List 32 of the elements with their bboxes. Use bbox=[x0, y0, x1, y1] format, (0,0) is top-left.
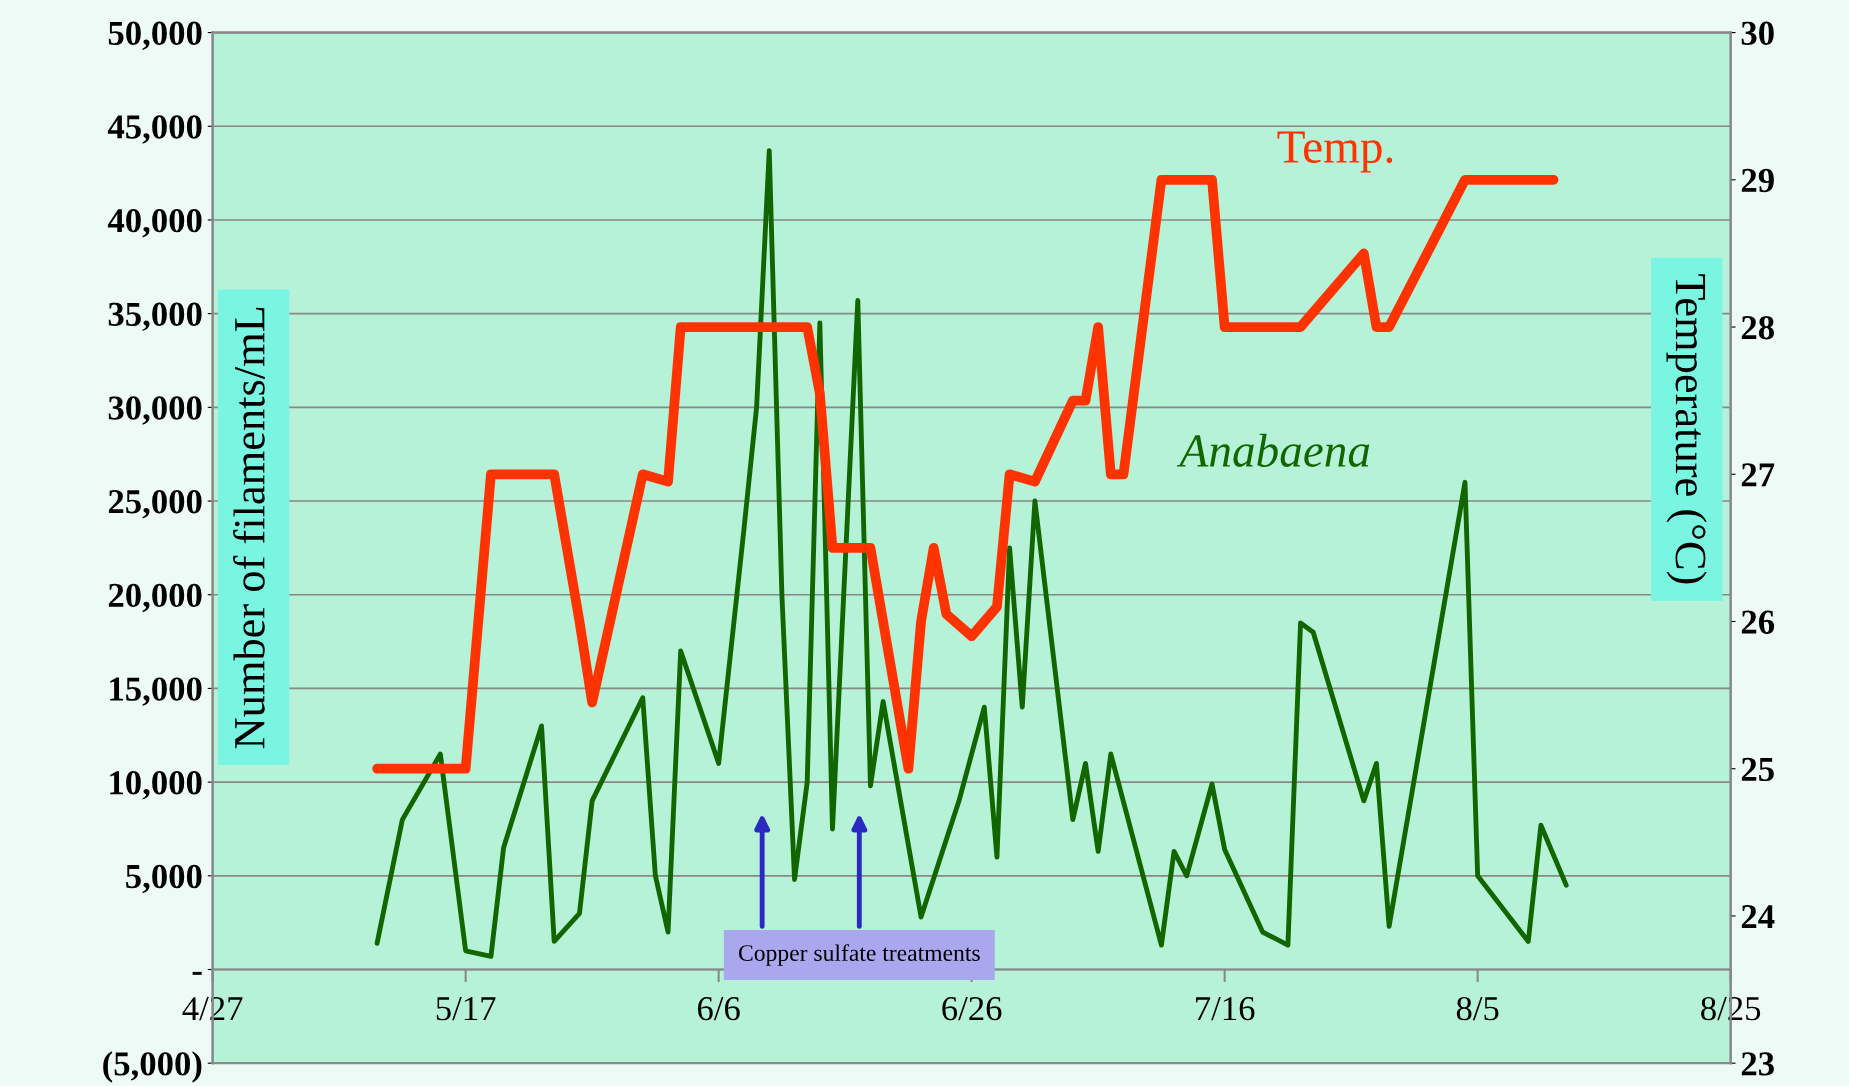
y-axis-title: Number of filaments/mL bbox=[233, 307, 265, 749]
y2-tick-label: 30 bbox=[1741, 21, 1774, 45]
text: Anabaena bbox=[1176, 433, 1370, 467]
x-tick-label: 8/5 bbox=[1456, 996, 1499, 1021]
x-tick-label: 4/27 bbox=[182, 996, 243, 1021]
x-tick-label: 6/26 bbox=[942, 996, 1002, 1021]
y-tick-label: 35,000 bbox=[108, 302, 202, 332]
x-tick-label: 8/25 bbox=[1701, 996, 1761, 1021]
y2-tick-label: 27 bbox=[1741, 463, 1775, 487]
y-tick-label: 30,000 bbox=[108, 396, 202, 425]
y2-tick-label: 28 bbox=[1741, 316, 1774, 340]
y-tick-label: 10,000 bbox=[110, 771, 202, 800]
y-tick-label: 20,000 bbox=[108, 583, 202, 613]
y-tick-label: 15,000 bbox=[110, 677, 202, 706]
y-tick-label: 50,000 bbox=[108, 21, 202, 50]
y-tick-label: - bbox=[192, 971, 202, 975]
y2-tick-label: 23 bbox=[1741, 1052, 1774, 1076]
y-tick-label: 5,000 bbox=[126, 864, 202, 894]
y2-tick-label: 25 bbox=[1741, 757, 1774, 782]
series-label: Temp. bbox=[1277, 131, 1393, 173]
y2-axis-title: Temperature (°C) bbox=[1666, 274, 1707, 584]
x-tick-label: 6/6 bbox=[697, 996, 740, 1021]
y2-tick-label: 29 bbox=[1741, 168, 1774, 193]
annotation: Copper sulfate treatments bbox=[738, 944, 980, 966]
y-tick-label: 40,000 bbox=[107, 208, 202, 238]
y2-tick-label: 26 bbox=[1741, 610, 1775, 634]
x-tick-label: 5/17 bbox=[436, 997, 496, 1021]
x-tick-label: 7/16 bbox=[1196, 996, 1255, 1021]
y-tick-label: 25,000 bbox=[108, 490, 202, 519]
y2-tick-label: 24 bbox=[1741, 905, 1775, 929]
y-tick-label: (5,000) bbox=[103, 1051, 202, 1083]
y-tick-label: 45,000 bbox=[107, 115, 202, 144]
